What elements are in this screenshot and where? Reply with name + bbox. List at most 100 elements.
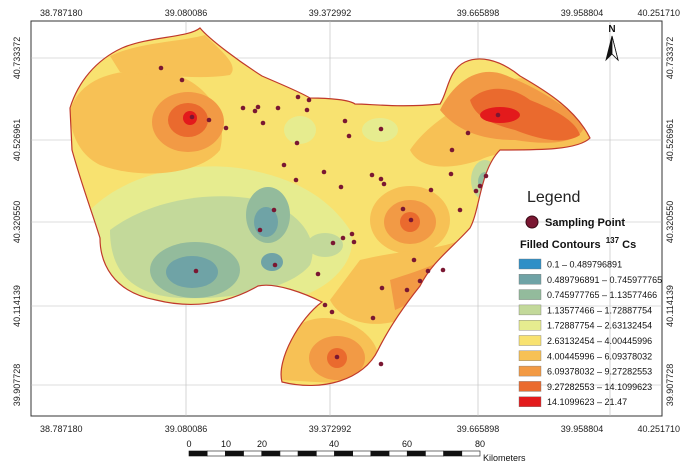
sampling-point bbox=[404, 287, 410, 293]
sampling-point bbox=[465, 130, 471, 136]
north-arrow-label: N bbox=[608, 24, 615, 35]
sampling-point bbox=[408, 217, 414, 223]
sampling-point bbox=[329, 309, 335, 315]
sampling-point bbox=[378, 126, 384, 132]
scale-bar-segment bbox=[316, 450, 335, 457]
sampling-point bbox=[260, 120, 266, 126]
contour-class-label: 2.63132454 – 4.00445996 bbox=[547, 336, 652, 346]
scale-label-40: 40 bbox=[329, 439, 339, 449]
x-tick-bottom-4: 39.958804 bbox=[561, 424, 604, 434]
sampling-point bbox=[448, 171, 454, 177]
sampling-point bbox=[425, 268, 431, 274]
y-tick-left-3: 40.114139 bbox=[12, 285, 22, 327]
x-tick-top-5: 40.251710 bbox=[637, 8, 680, 18]
x-tick-bottom-0: 38.787180 bbox=[40, 424, 83, 434]
y-tick-left-4: 39.907728 bbox=[12, 364, 22, 407]
sampling-point bbox=[271, 207, 277, 213]
sampling-point bbox=[252, 108, 258, 114]
sampling-point bbox=[206, 117, 212, 123]
sampling-points bbox=[158, 65, 501, 367]
sampling-point bbox=[369, 172, 375, 178]
scale-label-10: 10 bbox=[221, 439, 231, 449]
scale-bar-segment bbox=[188, 450, 208, 457]
scale-label-20: 20 bbox=[257, 439, 267, 449]
scale-bar: 0 10 20 40 60 80 Kilometers bbox=[186, 439, 526, 463]
contour-class-label: 1.72887754 – 2.63132454 bbox=[547, 321, 652, 331]
sampling-point bbox=[275, 105, 281, 111]
contour-class-swatch bbox=[518, 258, 542, 270]
sampling-point bbox=[370, 315, 376, 321]
sampling-point bbox=[342, 118, 348, 124]
scale-label-60: 60 bbox=[402, 439, 412, 449]
legend: Legend Sampling Point Filled Contours 13… bbox=[518, 189, 662, 407]
sampling-point bbox=[294, 140, 300, 146]
sampling-point bbox=[483, 173, 489, 179]
sampling-point bbox=[379, 285, 385, 291]
x-tick-bottom-1: 39.080086 bbox=[165, 424, 208, 434]
sampling-point bbox=[381, 181, 387, 187]
sampling-point bbox=[281, 162, 287, 168]
contour-class-label: 0.745977765 – 1.13577466 bbox=[547, 290, 657, 300]
scale-bar-segment bbox=[225, 450, 244, 457]
contour-class-label: 0.1 – 0.489796891 bbox=[547, 260, 622, 270]
contour-class-label: 6.09378032 – 9.27282553 bbox=[547, 367, 652, 377]
scale-label-80: 80 bbox=[475, 439, 485, 449]
map-frame-border bbox=[30, 20, 663, 417]
sampling-point bbox=[449, 147, 455, 153]
legend-title: Legend bbox=[527, 189, 580, 206]
scale-unit-label: Kilometers bbox=[483, 453, 526, 463]
x-tick-labels-bottom: 38.787180 39.080086 39.372992 39.665898 … bbox=[40, 424, 680, 434]
sampling-point bbox=[338, 184, 344, 190]
x-tick-bottom-5: 40.251710 bbox=[637, 424, 680, 434]
north-arrow-icon: N bbox=[605, 24, 619, 62]
y-tick-right-2: 40.320550 bbox=[665, 201, 675, 244]
contour-class-swatch bbox=[518, 320, 542, 331]
contour-class-list: 0.1 – 0.489796891 0.489796891 – 0.7459777… bbox=[518, 258, 662, 407]
contour-class-label: 4.00445996 – 6.09378032 bbox=[547, 351, 652, 361]
x-tick-top-2: 39.372992 bbox=[309, 8, 352, 18]
sampling-point bbox=[272, 262, 278, 268]
sampling-point bbox=[417, 278, 423, 284]
sampling-point bbox=[189, 114, 195, 120]
contour-class-swatch bbox=[518, 381, 542, 392]
x-tick-labels-top: 38.787180 39.080086 39.372992 39.665898 … bbox=[40, 8, 680, 18]
sampling-point bbox=[158, 65, 164, 71]
scale-label-0: 0 bbox=[186, 439, 191, 449]
scale-bar-segment bbox=[261, 450, 281, 457]
sampling-point bbox=[315, 271, 321, 277]
x-tick-top-4: 39.958804 bbox=[561, 8, 604, 18]
contour-class-swatch bbox=[518, 304, 542, 316]
scale-bar-segment bbox=[243, 450, 263, 457]
sampling-point bbox=[334, 354, 340, 360]
y-tick-right-4: 39.907728 bbox=[665, 364, 675, 407]
scale-bar-segment bbox=[297, 450, 317, 457]
sampling-point bbox=[346, 133, 352, 139]
x-tick-top-3: 39.665898 bbox=[457, 8, 500, 18]
sampling-point bbox=[321, 169, 327, 175]
y-tick-right-0: 40.733372 bbox=[665, 37, 675, 80]
region-boundary bbox=[69, 27, 591, 386]
scale-bar-segment bbox=[334, 450, 353, 457]
x-tick-bottom-2: 39.372992 bbox=[309, 424, 352, 434]
sampling-point bbox=[378, 176, 384, 182]
x-tick-top-1: 39.080086 bbox=[165, 8, 208, 18]
contours-legend-title: Filled Contours 137 Cs bbox=[520, 234, 636, 251]
sampling-point bbox=[330, 240, 336, 246]
contour-class-label: 14.1099623 – 21.47 bbox=[547, 397, 627, 407]
sampling-point bbox=[295, 94, 301, 100]
scale-bar-segment bbox=[406, 450, 426, 457]
sampling-point bbox=[223, 125, 229, 131]
y-tick-left-0: 40.733372 bbox=[12, 37, 22, 80]
y-tick-right-1: 40.526961 bbox=[665, 119, 675, 162]
sampling-point bbox=[240, 105, 246, 111]
x-tick-bottom-3: 39.665898 bbox=[457, 424, 500, 434]
scale-bar-segment bbox=[352, 450, 372, 457]
sampling-point bbox=[351, 239, 357, 245]
scale-bar-segment bbox=[370, 450, 390, 457]
contour-class-label: 1.13577466 – 1.72887754 bbox=[547, 305, 652, 315]
y-tick-labels-right: 40.733372 40.526961 40.320550 40.114139 … bbox=[665, 37, 675, 407]
sampling-point bbox=[473, 188, 479, 194]
sampling-point bbox=[457, 207, 463, 213]
sampling-point bbox=[349, 231, 355, 237]
